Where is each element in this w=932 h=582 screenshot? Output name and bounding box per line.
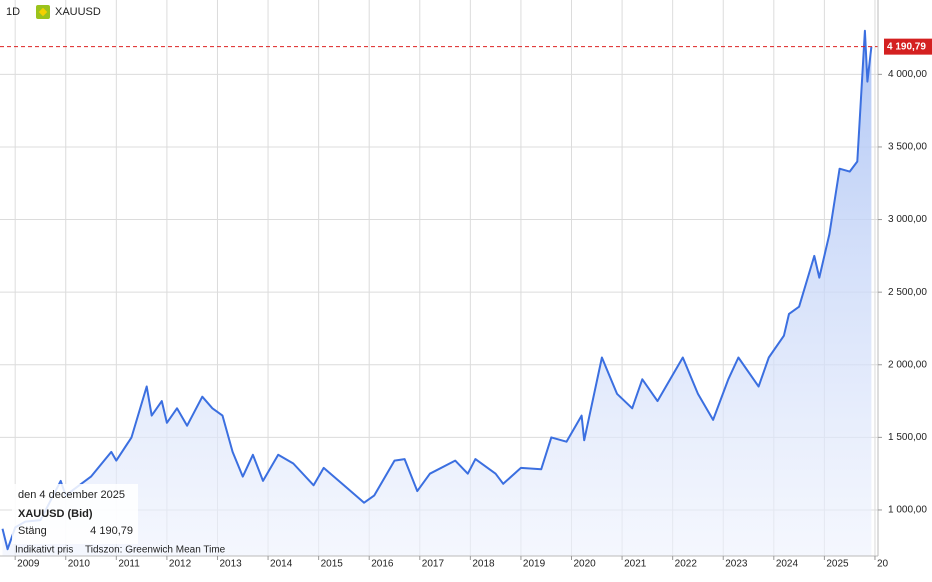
x-tick-label: 2019 bbox=[523, 559, 546, 570]
y-tick-label: 1 000,00 bbox=[888, 505, 927, 516]
y-tick-label: 3 000,00 bbox=[888, 214, 927, 225]
x-tick-label: 2021 bbox=[624, 559, 647, 570]
y-tick-label: 4 000,00 bbox=[888, 69, 927, 80]
x-tick-label: 2010 bbox=[68, 559, 91, 570]
x-tick-label: 2012 bbox=[169, 559, 192, 570]
info-timezone: Tidszon: Greenwich Mean Time bbox=[85, 545, 226, 556]
right-axis-panel bbox=[878, 0, 932, 582]
x-tick-label: 2020 bbox=[574, 559, 597, 570]
info-close-label: Stäng bbox=[18, 525, 47, 537]
area bbox=[2, 30, 872, 557]
interval[interactable]: 1D bbox=[6, 6, 20, 18]
x-tick-label: 2011 bbox=[118, 559, 140, 570]
y-tick-label: 1 500,00 bbox=[888, 432, 927, 443]
info-date: den 4 december 2025 bbox=[18, 489, 125, 501]
x-tick-label: 2014 bbox=[270, 559, 293, 570]
x-tick-label: 20 bbox=[877, 559, 889, 570]
info-box: den 4 december 2025 XAUUSD (Bid) Stäng 4… bbox=[12, 484, 226, 556]
symbol-icon-inner bbox=[38, 7, 48, 17]
y-tick-label: 2 500,00 bbox=[888, 287, 927, 298]
symbol[interactable]: XAUUSD bbox=[55, 6, 101, 18]
x-tick-label: 2015 bbox=[321, 559, 344, 570]
price-line bbox=[1, 29, 873, 551]
info-note: Indikativt pris bbox=[15, 545, 73, 556]
x-tick-label: 2023 bbox=[725, 559, 748, 570]
info-background bbox=[12, 484, 138, 544]
info-close-value: 4 190,79 bbox=[90, 525, 133, 537]
x-tick-label: 2018 bbox=[472, 559, 495, 570]
x-tick-label: 2017 bbox=[422, 559, 445, 570]
x-tick-label: 2025 bbox=[826, 559, 849, 570]
y-tick-label: 2 000,00 bbox=[888, 359, 927, 370]
x-tick-label: 2013 bbox=[219, 559, 242, 570]
x-tick-label: 2016 bbox=[371, 559, 394, 570]
last-price-tag bbox=[884, 38, 932, 55]
x-tick-label: 2024 bbox=[776, 559, 799, 570]
x-tick-label: 2009 bbox=[17, 559, 40, 570]
info-instrument: XAUUSD (Bid) bbox=[18, 508, 93, 520]
x-tick-label: 2022 bbox=[675, 559, 698, 570]
y-tick-label: 3 500,00 bbox=[888, 142, 927, 153]
last-price-label: 4 190,79 bbox=[887, 41, 926, 52]
